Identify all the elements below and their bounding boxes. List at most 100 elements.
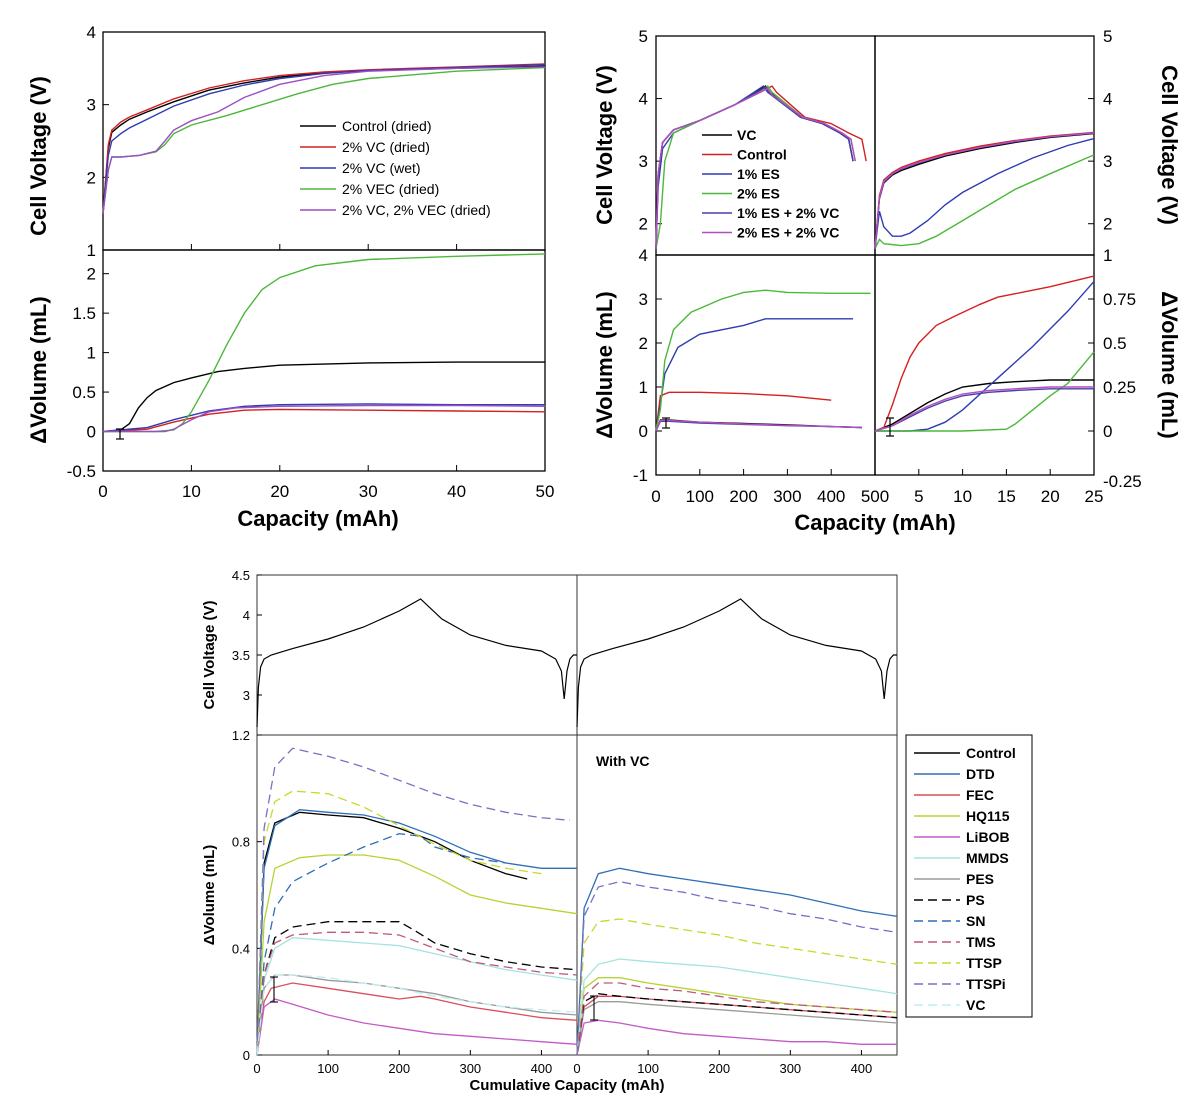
bt-volume-right-line-fec xyxy=(576,995,898,1056)
bt-volume-left-line-pes xyxy=(256,974,578,1056)
bt-legend-label-dtd: DTD xyxy=(966,766,995,782)
tl-x-tick-label: 30 xyxy=(359,482,378,501)
tl-x-tick-label: 0 xyxy=(98,482,107,501)
bt-volume-left-line-dtd xyxy=(256,809,577,1056)
tr-voltage-y-tick-label: 5 xyxy=(639,27,648,46)
tl-voltage-ylabel: Cell Voltage (V) xyxy=(26,76,51,236)
tr-voltage-ylabel-right: Cell Voltage (V) xyxy=(1157,65,1182,225)
tr-volume-right-line-1-es-2-vc xyxy=(874,388,1094,432)
tr-x-tick-label: 300 xyxy=(773,487,801,506)
bt-volume-left-line-vc xyxy=(256,974,578,1056)
tl-volume-y-tick-label: 0 xyxy=(87,423,96,442)
tr-error-bars xyxy=(662,417,894,437)
tl-voltage-line-2-vc-2-vec-dried xyxy=(102,66,546,214)
bt-error-bars xyxy=(270,976,598,1021)
bt-volume-left-line-libob xyxy=(256,998,578,1056)
bt-legend-label-sn: SN xyxy=(966,913,985,929)
tr-volume-left-frame xyxy=(655,254,876,476)
bt-legend-label-control: Control xyxy=(966,745,1016,761)
bt-volume-left-line-fec xyxy=(256,982,578,1056)
tl-voltage-line-2-vc-wet xyxy=(102,64,546,214)
bt-volume-left-line-control xyxy=(256,811,528,1056)
tl-error-bar xyxy=(116,428,124,440)
tr-voltage-left-frame xyxy=(655,35,876,256)
bt-x-tick-label: 100 xyxy=(637,1061,659,1076)
bt-volume-left-line-tms xyxy=(256,931,578,1056)
bt-volume-right-line-mmds xyxy=(576,958,898,1056)
tl-voltage-y-tick-label: 4 xyxy=(87,23,96,42)
bt-legend-label-ttspi: TTSPi xyxy=(966,976,1006,992)
tl-volume-frame xyxy=(102,249,546,472)
tr-volume-y-tick-label: 4 xyxy=(639,246,648,265)
tr-volume-right-line-vc xyxy=(874,379,1094,432)
tl-volume-y-tick-label: 1.5 xyxy=(72,304,96,323)
tl-legend-label-2-vc-dried: 2% VC (dried) xyxy=(342,139,430,155)
bt-volume-y-tick-label: 0.4 xyxy=(232,941,250,956)
tl-x-tick-label: 50 xyxy=(536,482,555,501)
tl-voltage-y-tick-label: 3 xyxy=(87,96,96,115)
bt-x-tick-label: 400 xyxy=(531,1061,553,1076)
bt-legend-label-hq115: HQ115 xyxy=(966,808,1010,824)
tr-legend-label-control: Control xyxy=(737,147,787,163)
bt-volume-right-line-libob xyxy=(576,1019,897,1056)
tr-x-tick-label: 10 xyxy=(953,487,972,506)
tr-voltage-right-line-control xyxy=(874,131,1095,249)
tl-volume-line-control-dried xyxy=(102,361,545,433)
tr-volume-y-tick-label: 1 xyxy=(639,378,648,397)
tl-x-tick-label: 20 xyxy=(270,482,289,501)
tr-x-tick-label: 100 xyxy=(686,487,714,506)
tr-volume-y-tick-label-right: 1 xyxy=(1103,246,1112,265)
tl-volume-y-tick-label: 1 xyxy=(87,344,96,363)
tr-volume-y-tick-label-right: 0.5 xyxy=(1103,334,1127,353)
bt-volume-right-line-ps xyxy=(576,993,898,1056)
tl-voltage-line-2-vec-dried xyxy=(102,66,546,214)
bt-voltage-left-frame xyxy=(256,574,578,736)
bt-volume-right-frame xyxy=(576,734,898,1056)
bt-volume-y-tick-label: 1.2 xyxy=(232,728,250,743)
bt-legend-label-vc: VC xyxy=(966,997,985,1013)
bt-volume-right-line-ttsp xyxy=(576,918,898,1056)
tr-x-tick-label: 25 xyxy=(1085,487,1104,506)
bt-legend-box xyxy=(905,734,1033,1018)
tr-x-tick-label: 0 xyxy=(651,487,660,506)
tr-x-tick-label: 200 xyxy=(729,487,757,506)
tl-voltage-y-tick-label: 2 xyxy=(87,168,96,187)
bt-legend-label-pes: PES xyxy=(966,871,994,887)
tr-volume-y-tick-label-right: 0.75 xyxy=(1103,290,1136,309)
chart-top-left: Cell Voltage (V) ΔVolume (mL) Capacity (… xyxy=(26,23,554,531)
tr-voltage-right-line-1-es xyxy=(874,137,1095,249)
tl-legend-label-control-dried: Control (dried) xyxy=(342,118,431,134)
bt-volume-left-line-ttsp xyxy=(256,790,542,1056)
tr-voltage-y-tick-label: 3 xyxy=(639,152,648,171)
tr-volume-left-line-1-es xyxy=(655,318,854,432)
tr-volume-left-line-2-es xyxy=(655,289,871,432)
bt-volume-y-tick-label: 0.8 xyxy=(232,835,250,850)
bt-voltage-right-line xyxy=(576,598,897,728)
tr-voltage-ylabel: Cell Voltage (V) xyxy=(592,65,617,225)
tr-legend-label-vc: VC xyxy=(737,127,756,143)
bt-voltage-right-frame xyxy=(576,574,898,736)
tr-volume-right-frame xyxy=(874,254,1095,476)
bt-x-tick-label: 300 xyxy=(779,1061,801,1076)
tr-voltage-y-tick-label-right: 5 xyxy=(1103,27,1112,46)
tl-voltage-line-2-vc-dried xyxy=(102,63,546,214)
tr-legend-label-1-es-2-vc: 1% ES + 2% VC xyxy=(737,205,839,221)
tr-voltage-right-line-2-es xyxy=(874,154,1095,249)
tr-voltage-right-line-2-es-2-vc xyxy=(874,132,1095,249)
tr-legend-label-2-es: 2% ES xyxy=(737,186,780,202)
bt-voltage-left-line xyxy=(256,598,577,728)
tr-legend: VC Control 1% ES 2% ES 1% ES + 2% VC 2% ES + … xyxy=(702,127,839,241)
tl-volume-line-2-vc-wet xyxy=(102,403,545,433)
bt-volume-right-line-dtd xyxy=(576,867,898,1056)
bt-legend-label-fec: FEC xyxy=(966,787,994,803)
tr-x-tick-label: 20 xyxy=(1041,487,1060,506)
bt-x-tick-label: 200 xyxy=(388,1061,410,1076)
bt-volume-left-line-ps xyxy=(256,921,578,1056)
tr-voltage-y-tick-label: 2 xyxy=(639,215,648,234)
tr-voltage-right-line-1-es-2-vc xyxy=(874,132,1095,249)
tl-volume-line-2-vc-2-vec-dried xyxy=(103,404,546,433)
bt-with-vc-annotation: With VC xyxy=(596,753,650,769)
tr-volume-right-line-1-es xyxy=(875,280,1095,432)
